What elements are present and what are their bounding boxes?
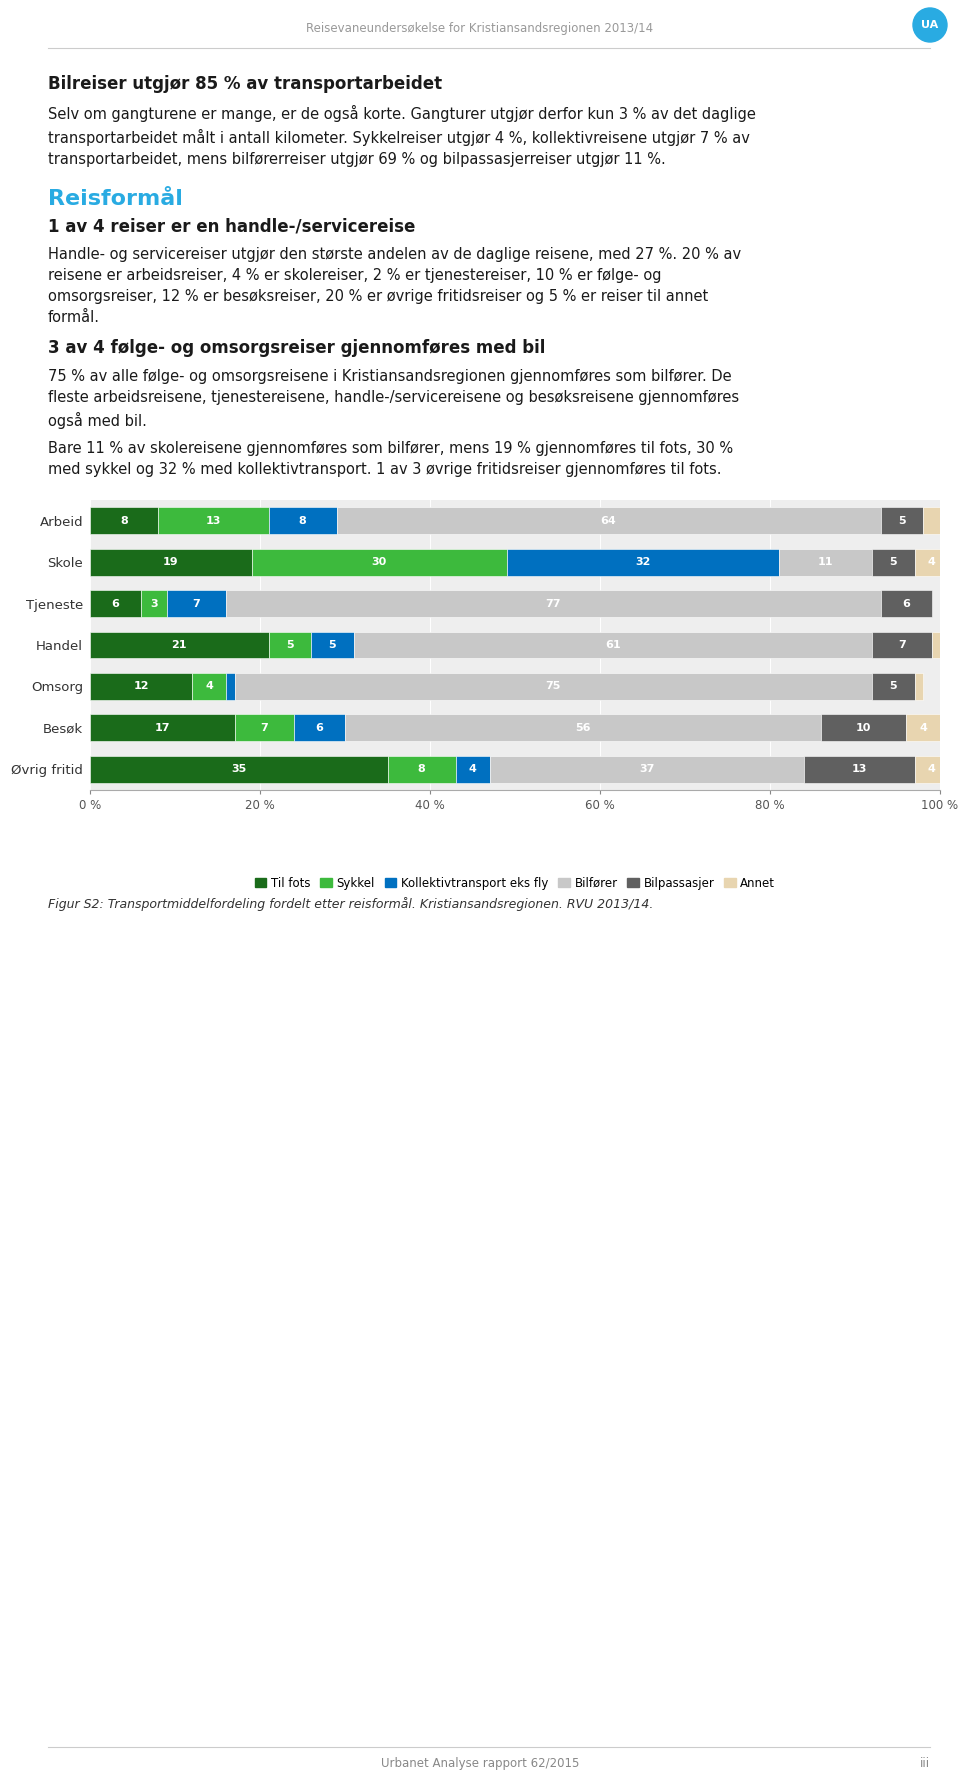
Bar (311, 632, 353, 659)
Bar (337, 507, 880, 534)
Bar (880, 591, 931, 618)
Bar (234, 673, 872, 700)
Bar (821, 714, 906, 741)
Bar (353, 632, 872, 659)
Text: 64: 64 (601, 516, 616, 527)
Bar (141, 591, 166, 618)
Text: 10: 10 (855, 723, 871, 734)
Text: 32: 32 (635, 557, 650, 568)
Bar (90, 507, 158, 534)
Bar (90, 591, 141, 618)
Bar (507, 548, 779, 575)
Text: 7: 7 (898, 641, 905, 650)
Bar (880, 507, 923, 534)
Text: 17: 17 (155, 723, 170, 734)
Text: 75: 75 (545, 682, 561, 691)
Text: 37: 37 (639, 764, 655, 775)
Text: 13: 13 (852, 764, 867, 775)
Text: Reisevaneundersøkelse for Kristiansandsregionen 2013/14: Reisevaneundersøkelse for Kristiansandsr… (306, 21, 654, 36)
Text: 4: 4 (205, 682, 213, 691)
Text: Figur S2: Transportmiddelfordeling fordelt etter reisformål. Kristiansandsregion: Figur S2: Transportmiddelfordeling forde… (48, 898, 654, 910)
Text: 8: 8 (418, 764, 425, 775)
Bar (252, 548, 507, 575)
Text: 61: 61 (605, 641, 620, 650)
Bar (345, 714, 821, 741)
Bar (872, 548, 915, 575)
Text: Selv om gangturene er mange, er de også korte. Gangturer utgjør derfor kun 3 % a: Selv om gangturene er mange, er de også … (48, 105, 756, 168)
Text: 5: 5 (898, 516, 905, 527)
Bar (490, 755, 804, 784)
Bar (804, 755, 915, 784)
Text: Handle- og servicereiser utgjør den største andelen av de daglige reisene, med 2: Handle- og servicereiser utgjør den stør… (48, 246, 741, 325)
Text: 3 av 4 følge- og omsorgsreiser gjennomføres med bil: 3 av 4 følge- og omsorgsreiser gjennomfø… (48, 339, 545, 357)
Bar (931, 632, 940, 659)
Bar (158, 507, 269, 534)
Circle shape (913, 7, 947, 43)
Text: 13: 13 (205, 516, 221, 527)
Bar (90, 714, 234, 741)
Bar (269, 632, 311, 659)
Text: UA: UA (922, 20, 939, 30)
Bar (455, 755, 490, 784)
Bar (234, 714, 294, 741)
Bar (915, 548, 948, 575)
Text: 6: 6 (902, 598, 910, 609)
Bar (90, 548, 252, 575)
Bar (90, 632, 269, 659)
Bar (90, 755, 388, 784)
Text: 8: 8 (120, 516, 128, 527)
Bar (915, 673, 923, 700)
Bar (779, 548, 872, 575)
Text: 4: 4 (927, 764, 935, 775)
Text: 5: 5 (889, 682, 897, 691)
Bar (192, 673, 226, 700)
Text: 5: 5 (328, 641, 336, 650)
Text: 21: 21 (172, 641, 187, 650)
Text: 11: 11 (818, 557, 833, 568)
Bar (915, 755, 948, 784)
Bar (388, 755, 455, 784)
Text: 6: 6 (111, 598, 119, 609)
Text: 8: 8 (299, 516, 306, 527)
Text: 7: 7 (260, 723, 268, 734)
Text: 75 % av alle følge- og omsorgsreisene i Kristiansandsregionen gjennomføres som b: 75 % av alle følge- og omsorgsreisene i … (48, 369, 739, 428)
Text: Urbanet Analyse rapport 62/2015: Urbanet Analyse rapport 62/2015 (381, 1756, 579, 1771)
Bar (923, 507, 940, 534)
Text: 7: 7 (192, 598, 200, 609)
Text: 3: 3 (150, 598, 157, 609)
Text: Reisformål: Reisformål (48, 189, 182, 209)
Text: 5: 5 (286, 641, 294, 650)
Bar (872, 673, 915, 700)
Bar (906, 714, 940, 741)
Text: 19: 19 (163, 557, 179, 568)
Text: 6: 6 (316, 723, 324, 734)
Bar (226, 673, 234, 700)
Bar (294, 714, 345, 741)
Text: 1 av 4 reiser er en handle-/servicereise: 1 av 4 reiser er en handle-/servicereise (48, 218, 416, 236)
Text: 30: 30 (372, 557, 387, 568)
Text: 35: 35 (231, 764, 247, 775)
Text: 4: 4 (927, 557, 935, 568)
Legend: Til fots, Sykkel, Kollektivtransport eks fly, Bilfører, Bilpassasjer, Annet: Til fots, Sykkel, Kollektivtransport eks… (250, 871, 780, 894)
Bar (269, 507, 337, 534)
Text: Bare 11 % av skolereisene gjennomføres som bilfører, mens 19 % gjennomføres til : Bare 11 % av skolereisene gjennomføres s… (48, 441, 733, 477)
Bar (226, 591, 880, 618)
Text: 4: 4 (468, 764, 476, 775)
Text: 5: 5 (889, 557, 897, 568)
Text: iii: iii (920, 1756, 930, 1771)
Bar (872, 632, 931, 659)
Text: 56: 56 (575, 723, 590, 734)
Text: 4: 4 (919, 723, 927, 734)
Text: 12: 12 (133, 682, 149, 691)
Text: 77: 77 (545, 598, 561, 609)
Bar (90, 673, 192, 700)
Text: Bilreiser utgjør 85 % av transportarbeidet: Bilreiser utgjør 85 % av transportarbeid… (48, 75, 443, 93)
Bar (166, 591, 226, 618)
